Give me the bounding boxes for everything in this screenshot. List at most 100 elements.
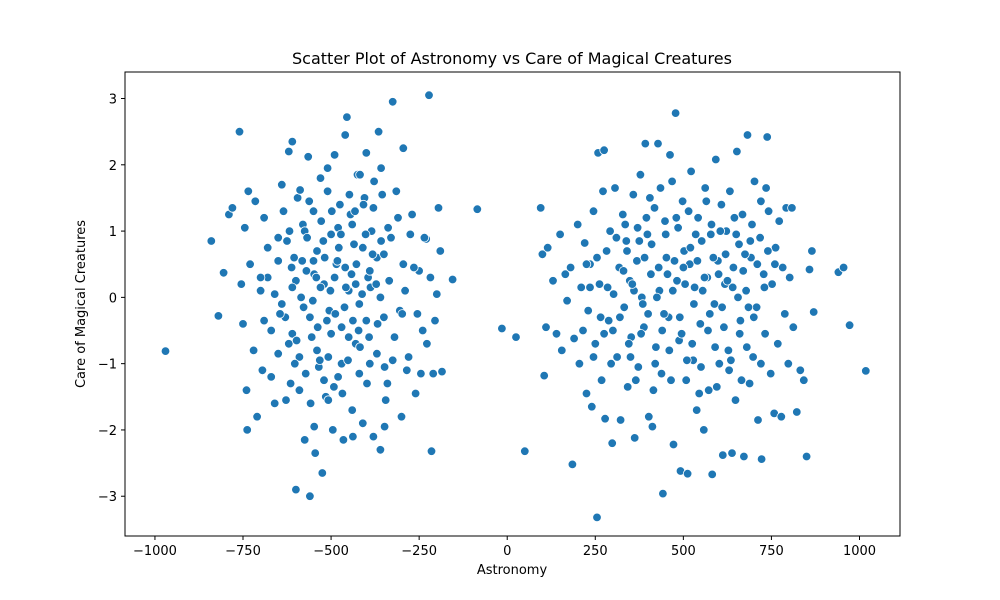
- data-point: [665, 150, 675, 160]
- data-point: [650, 359, 660, 369]
- data-point: [734, 239, 744, 250]
- data-point: [234, 126, 245, 137]
- data-point: [703, 325, 713, 336]
- data-point: [301, 368, 311, 379]
- data-point: [675, 312, 685, 323]
- data-point: [706, 219, 717, 230]
- data-point: [329, 272, 340, 283]
- data-point: [339, 302, 350, 313]
- data-point: [731, 229, 741, 240]
- data-point: [346, 269, 357, 279]
- x-tick-label: 0: [503, 544, 511, 559]
- data-point: [340, 262, 350, 273]
- data-point: [741, 286, 751, 296]
- data-point: [362, 378, 372, 389]
- data-point: [755, 232, 765, 243]
- data-point: [325, 286, 336, 296]
- data-point: [428, 368, 438, 379]
- data-point: [588, 352, 599, 362]
- data-point: [284, 226, 295, 236]
- data-point: [266, 325, 276, 336]
- data-point: [361, 315, 372, 326]
- data-point: [592, 512, 602, 523]
- data-point: [640, 138, 651, 149]
- data-point: [707, 469, 717, 480]
- data-point: [632, 223, 643, 233]
- data-point: [689, 282, 700, 293]
- data-point: [562, 296, 572, 306]
- data-point: [371, 279, 381, 289]
- data-point: [397, 309, 407, 319]
- data-point: [245, 259, 255, 269]
- data-point: [599, 145, 609, 155]
- data-point: [316, 216, 326, 226]
- data-point: [398, 259, 409, 269]
- y-axis: −3 −2 −1 0 1 2 3: [98, 93, 125, 505]
- data-point: [615, 312, 625, 323]
- plot-frame: [124, 71, 901, 537]
- data-point: [673, 223, 683, 233]
- data-point: [340, 130, 350, 140]
- y-tick-label: −1: [98, 358, 117, 373]
- data-point: [682, 355, 692, 366]
- data-point: [319, 375, 329, 385]
- data-point: [621, 236, 632, 246]
- data-point: [402, 365, 412, 376]
- data-point: [343, 355, 353, 366]
- data-point: [357, 289, 367, 299]
- data-point: [323, 395, 334, 405]
- data-point: [536, 203, 546, 213]
- data-point: [286, 262, 297, 273]
- data-point: [355, 342, 365, 352]
- y-tick-label: 0: [109, 291, 117, 306]
- data-point: [724, 365, 734, 376]
- data-point: [807, 246, 817, 256]
- data-point: [861, 366, 871, 376]
- data-point: [638, 299, 648, 309]
- data-point: [607, 438, 617, 448]
- data-point: [422, 339, 432, 349]
- data-point: [689, 299, 699, 309]
- data-point: [766, 368, 776, 379]
- data-point: [709, 299, 720, 309]
- data-point: [657, 325, 667, 336]
- data-point: [344, 189, 355, 200]
- data-point: [605, 226, 615, 236]
- data-point: [379, 362, 390, 372]
- data-point: [612, 352, 622, 362]
- data-point: [548, 276, 558, 286]
- data-point: [643, 309, 653, 319]
- data-point: [416, 368, 426, 379]
- data-point: [740, 249, 750, 260]
- data-point: [435, 246, 446, 256]
- data-point: [358, 199, 369, 210]
- data-point: [646, 269, 656, 279]
- data-point: [296, 292, 306, 303]
- data-point: [672, 276, 682, 286]
- data-point: [543, 242, 553, 253]
- data-point: [838, 262, 849, 273]
- data-point: [315, 282, 326, 293]
- data-point: [569, 333, 579, 344]
- data-point: [322, 315, 332, 326]
- data-point: [687, 339, 697, 349]
- data-point: [668, 439, 679, 450]
- data-point: [432, 289, 442, 299]
- data-point: [625, 352, 636, 362]
- data-point: [735, 329, 745, 339]
- data-point: [737, 209, 748, 220]
- data-point: [599, 329, 609, 339]
- data-point: [601, 246, 612, 256]
- data-point: [710, 342, 720, 352]
- data-point: [695, 319, 706, 329]
- data-point: [713, 269, 724, 279]
- data-point: [720, 249, 731, 260]
- x-tick-label: 1000: [843, 544, 876, 559]
- x-axis: −1000 −750 −500 −250 0 250 500 750 1000: [133, 536, 876, 559]
- data-point: [706, 229, 716, 240]
- data-point: [648, 385, 659, 395]
- data-point: [801, 451, 812, 462]
- data-point: [294, 385, 305, 395]
- data-point: [372, 349, 382, 359]
- data-point: [227, 203, 238, 213]
